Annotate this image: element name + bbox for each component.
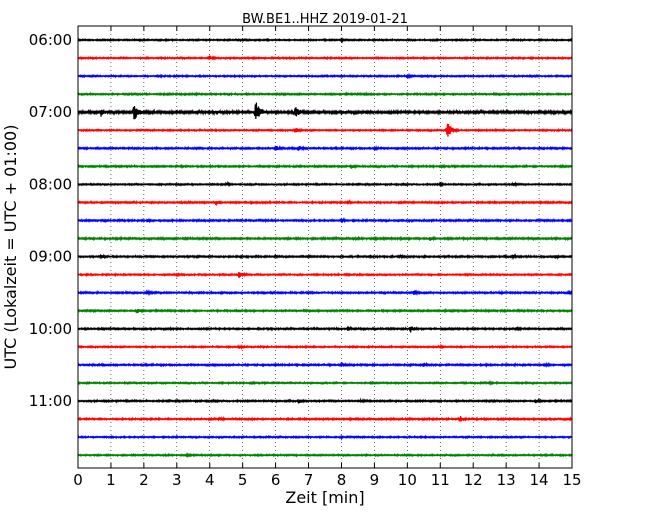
x-tick-label: 4: [205, 471, 215, 489]
seismic-trace: [77, 289, 573, 297]
y-axis: 06:00 07:00 08:00 09:00 10:00 11:00: [29, 31, 572, 410]
seismic-trace: [77, 343, 573, 351]
grid-lines: [110, 26, 540, 468]
x-axis-title: Zeit [min]: [285, 488, 364, 507]
x-tick-label: 12: [464, 471, 483, 489]
x-tick-label: 11: [431, 471, 450, 489]
seismic-trace: [77, 216, 573, 224]
x-tick-label: 10: [398, 471, 417, 489]
trace-group: [77, 36, 573, 459]
plot-area: [78, 26, 572, 468]
seismic-trace: [77, 198, 573, 206]
x-tick-label: 8: [337, 471, 347, 489]
x-tick-label: 15: [562, 471, 581, 489]
seismic-trace: [77, 102, 573, 120]
x-tick-label: 1: [106, 471, 116, 489]
seismic-trace: [77, 397, 573, 404]
x-tick-label: 3: [172, 471, 182, 489]
y-axis-title: UTC (Lokalzeit = UTC + 01:00): [1, 125, 20, 370]
seismic-trace: [77, 180, 573, 188]
seismic-trace: [77, 271, 573, 279]
y-tick-label: 08:00: [29, 175, 72, 193]
chart-title: BW.BE1..HHZ 2019-01-21: [242, 12, 408, 27]
seismic-trace: [77, 253, 573, 261]
x-tick-label: 7: [304, 471, 314, 489]
x-tick-label: 14: [530, 471, 549, 489]
seismic-trace: [77, 415, 573, 423]
seismic-trace: [77, 307, 573, 314]
seismic-trace: [77, 361, 573, 368]
y-tick-label: 06:00: [29, 31, 72, 49]
x-tick-label: 2: [139, 471, 149, 489]
x-tick-label: 0: [73, 471, 83, 489]
y-tick-label: 11:00: [29, 392, 72, 410]
x-tick-label: 9: [370, 471, 380, 489]
seismic-trace: [77, 54, 573, 61]
x-axis: 0 1 2 3 4 5 6 7 8 9 10 11 12 13 14 15: [73, 26, 582, 489]
seismic-trace: [77, 235, 573, 242]
plot-frame: [77, 25, 573, 469]
seismic-trace: [77, 451, 573, 459]
seismic-trace: [77, 72, 573, 80]
y-tick-label: 10:00: [29, 320, 72, 338]
x-tick-label: 6: [271, 471, 281, 489]
seismic-trace: [77, 91, 573, 98]
x-tick-label: 5: [238, 471, 248, 489]
seismic-trace: [77, 144, 573, 152]
x-tick-label: 13: [497, 471, 516, 489]
seismic-trace: [77, 325, 573, 333]
seismic-trace: [77, 379, 573, 386]
y-tick-label: 07:00: [29, 103, 72, 121]
y-tick-label: 09:00: [29, 248, 72, 266]
seismic-trace: [77, 163, 573, 170]
seismic-trace: [77, 123, 573, 137]
seismic-trace: [77, 434, 573, 441]
seismic-trace: [77, 36, 573, 44]
